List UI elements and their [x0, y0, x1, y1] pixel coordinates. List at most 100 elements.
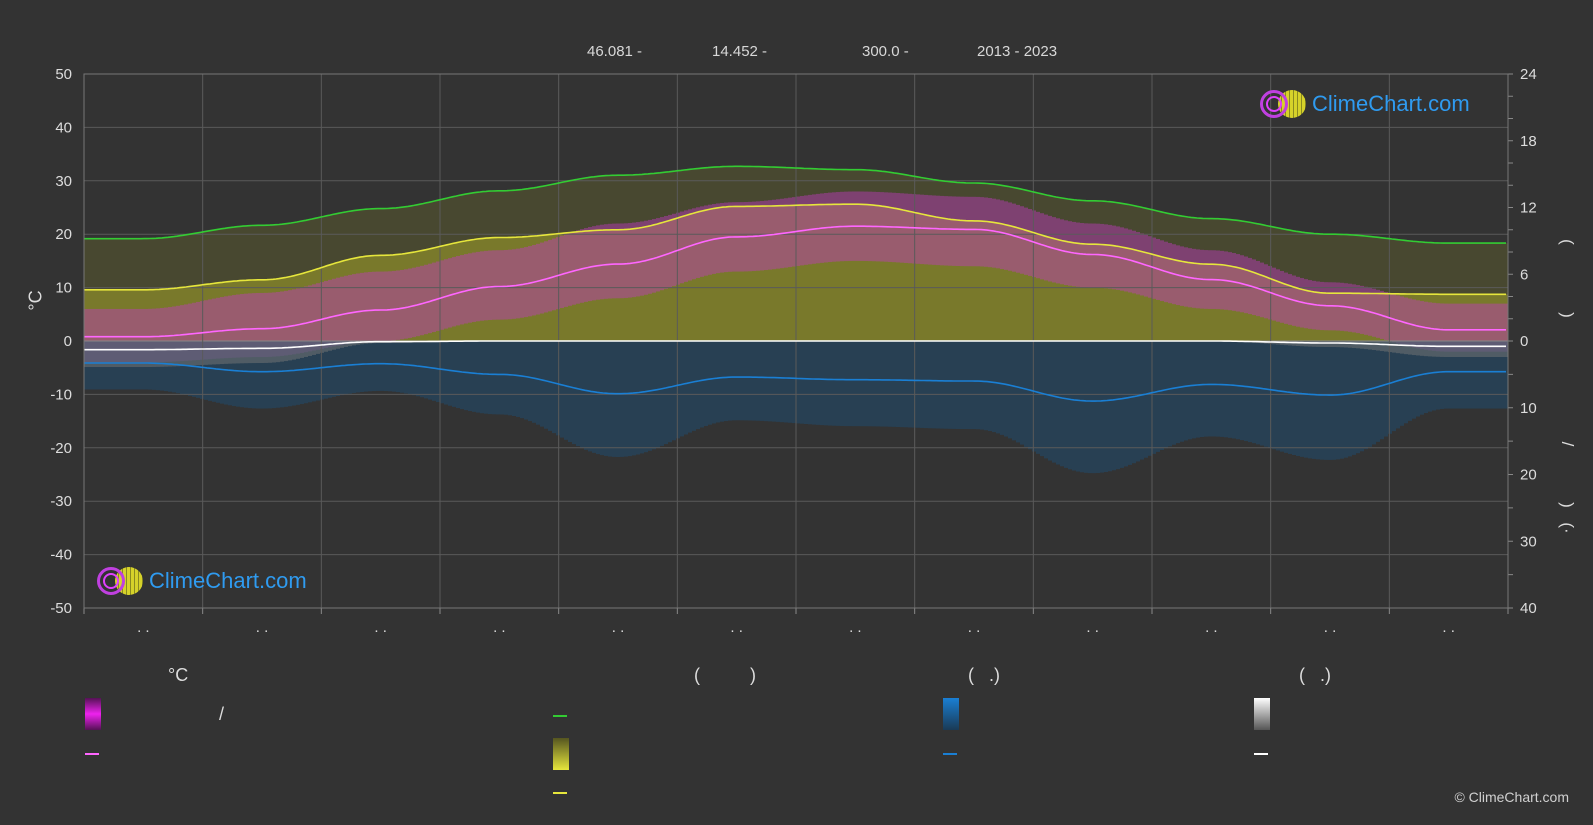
temp-range-bar	[208, 299, 212, 360]
precip-band-bar	[420, 341, 424, 398]
sunshine-band-bar	[1176, 260, 1180, 341]
sunshine-band-bar	[800, 205, 804, 341]
precip-band-bar	[800, 341, 804, 424]
precip-band-bar	[324, 341, 328, 399]
precip-band-bar	[1216, 341, 1220, 437]
sunshine-band-bar	[1500, 294, 1504, 341]
precip-band-bar	[600, 341, 604, 456]
daylight-line	[84, 165, 1506, 244]
precip-band-bar	[528, 341, 532, 422]
precip-band-bar	[948, 341, 952, 429]
precip-band-bar	[488, 341, 492, 415]
precip-band-bar	[728, 341, 732, 421]
snow-band-bar	[88, 341, 92, 368]
sunshine-band-bar	[1484, 294, 1488, 341]
precip-band-bar	[880, 341, 884, 427]
temp-range-bar	[148, 308, 152, 363]
sunshine-band-bar	[260, 279, 264, 341]
precip-band-bar	[876, 341, 880, 427]
legend-temp-slash: /	[219, 704, 225, 724]
precip-band-bar	[220, 341, 224, 404]
precip-band-bar	[588, 341, 592, 452]
sunshine-band-bar	[152, 289, 156, 341]
sunshine-band-bar	[1380, 293, 1384, 341]
precip-band-bar	[564, 341, 568, 440]
temp-range-bar	[500, 250, 504, 320]
precip-band-bar	[1496, 341, 1500, 409]
sunshine-band-bar	[864, 204, 868, 341]
temp-range-bar	[576, 230, 580, 304]
sunshine-band-bar	[940, 218, 944, 341]
sunshine-band-bar	[248, 280, 252, 341]
temp-range-bar	[1492, 303, 1496, 352]
snow-band-bar	[292, 341, 296, 360]
sunshine-band-bar	[964, 220, 968, 341]
legend-precip-swatch	[943, 698, 959, 730]
precip-band-bar	[1320, 341, 1324, 460]
daylight-band-bar	[1444, 243, 1448, 341]
temp-range-bar	[488, 250, 492, 320]
temp-range-bar	[132, 308, 136, 363]
sunshine-band-bar	[616, 229, 620, 341]
temp-range-bar	[1024, 207, 1028, 275]
temp-range-bar	[428, 263, 432, 334]
snow-band-bar	[1504, 341, 1508, 358]
temp-range-bar	[492, 250, 496, 320]
sunshine-band-bar	[1308, 291, 1312, 341]
sunshine-band-bar	[192, 285, 196, 341]
temp-range-bar	[464, 254, 468, 324]
temp-range-bar	[420, 265, 424, 336]
snow-band-bar	[1392, 341, 1396, 353]
precip-band-bar	[192, 341, 196, 397]
temp-range-bar	[632, 222, 636, 298]
precip-band-bar	[608, 341, 612, 457]
sunshine-band-bar	[148, 289, 152, 341]
temp-range-bar	[1088, 223, 1092, 288]
temp-range-bar	[1460, 303, 1464, 352]
precip-band-bar	[664, 341, 668, 445]
temp-range-bar	[368, 272, 372, 342]
daylight-band-bar	[1408, 240, 1412, 341]
month-tick-label: . .	[849, 619, 862, 636]
sunshine-band-bar	[584, 231, 588, 341]
precip-band-bar	[1200, 341, 1204, 438]
temp-range-bar	[1392, 294, 1396, 343]
sunshine-band-bar	[1424, 294, 1428, 341]
snow-band-bar	[1456, 341, 1460, 358]
temp-range-bar	[512, 249, 516, 319]
precip-band-bar	[652, 341, 656, 450]
sunshine-band-bar	[836, 204, 840, 341]
logo-top[interactable]: ClimeChart.com	[1260, 90, 1470, 118]
precip-band-bar	[932, 341, 936, 429]
temp-range-bar	[572, 231, 576, 305]
sunshine-band-bar	[980, 221, 984, 341]
precip-band-bar	[820, 341, 824, 426]
precip-band-bar	[1180, 341, 1184, 442]
snow-band-bar	[120, 341, 124, 368]
precip-band-bar	[688, 341, 692, 433]
sunshine-band-bar	[1100, 244, 1104, 341]
sunshine-band-bar	[1488, 294, 1492, 341]
sunshine-band-bar	[620, 229, 624, 341]
sunshine-band-bar	[1436, 294, 1440, 341]
sunshine-band-bar	[1288, 285, 1292, 341]
sunshine-band-bar	[388, 255, 392, 341]
snow-band-bar	[216, 341, 220, 365]
snow-band-bar	[220, 341, 224, 365]
precip-band-bar	[172, 341, 176, 393]
precip-band-bar	[1044, 341, 1048, 459]
temp-range-bar	[1476, 303, 1480, 352]
precip-band-bar	[472, 341, 476, 412]
sunshine-band-bar	[1032, 232, 1036, 341]
logo-bottom[interactable]: ClimeChart.com	[97, 567, 307, 595]
daylight-band-bar	[1372, 236, 1376, 341]
temp-range-bar	[504, 250, 508, 320]
temp-range-bar	[196, 301, 200, 361]
temp-range-bar	[1472, 303, 1476, 352]
daylight-band-bar	[1448, 243, 1452, 341]
precip-band-bar	[524, 341, 528, 420]
temp-range-bar	[272, 292, 276, 357]
sunshine-band-bar	[1252, 272, 1256, 341]
sunshine-band-bar	[96, 289, 100, 341]
snow-band-bar	[240, 341, 244, 364]
